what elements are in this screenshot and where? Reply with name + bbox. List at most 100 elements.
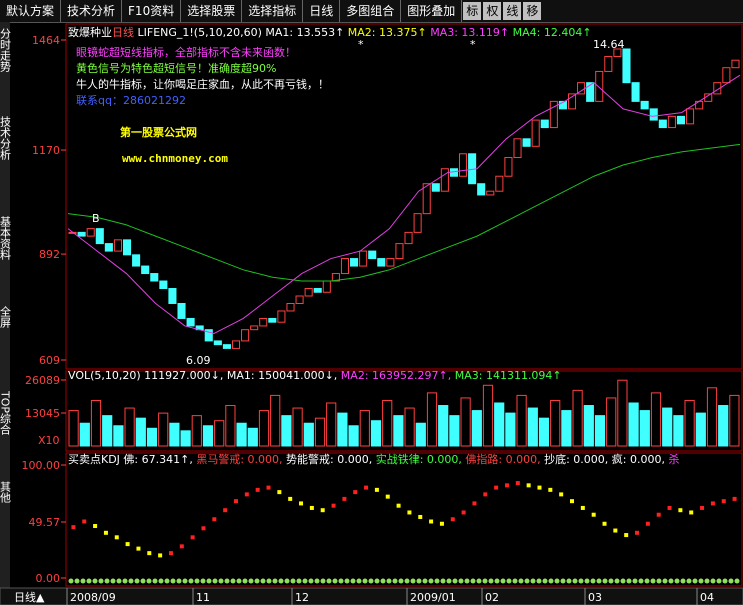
baseline-dot [230,578,236,584]
baseline-dot [140,578,146,584]
volume-bar [729,394,740,447]
candle [268,317,277,323]
candle [159,280,168,290]
toolbar: 默认方案 技术分析 F10资料 选择股票 选择指标 日线 多图组合 图形叠加标权线移 [0,0,743,23]
toolbar-button[interactable]: 选择指标 [242,0,304,22]
candle [722,67,731,84]
header-item: MA1: 13.553↑ [262,26,344,39]
toolbar-small-button[interactable]: 权 [483,2,502,20]
kdj-point [624,533,629,538]
baseline-dot [584,578,590,584]
toolbar-small-button[interactable]: 线 [503,2,522,20]
baseline-dot [326,578,332,584]
baseline-dot [470,578,476,584]
volume-bar [617,379,628,447]
baseline-dot [200,578,206,584]
sidebar-tab: 其他 [0,481,12,503]
candle [213,340,222,346]
toolbar-button[interactable]: 技术分析 [61,0,123,22]
baseline-dot [224,578,230,584]
kdj-point [364,485,369,490]
candle [377,258,386,267]
volume-bar [572,389,583,447]
volume-bar [550,399,561,447]
volume-bar [706,387,718,447]
kdj-point [179,544,184,549]
candle [631,82,640,102]
y-tick-label: 100.00 [22,459,61,472]
volume-bar [326,402,337,447]
baseline-dot [476,578,482,584]
baseline-dot [98,578,104,584]
header-item: 日线 [112,25,134,39]
kdj-point [288,496,293,501]
baseline-dot [296,578,302,584]
baseline-dot [464,578,470,584]
kdj-point [147,551,152,556]
kdj-point [591,512,596,517]
candle [431,183,440,192]
baseline-dot [332,578,338,584]
kdj-point [537,485,542,490]
header-item: 疯: 0.000, [608,452,665,466]
kdj-point [548,487,553,492]
annotation: 牛人的牛指标，让你喝足庄家血，从此不再亏钱，！ [76,77,329,91]
candle [676,115,686,125]
panel-header: 致爆种业日线 LIFENG_1!(5,10,20,60) MA1: 13.553… [68,25,592,39]
buy-mark: B [92,212,100,225]
baseline-dot [134,578,140,584]
toolbar-small-button[interactable]: 移 [523,2,542,20]
baseline-dot [692,578,698,584]
candle [186,317,195,327]
kdj-point [71,525,76,530]
candle [350,258,359,267]
header-item: MA1: 150041.000↓, [223,369,337,382]
baseline-dot [260,578,266,584]
candle [313,288,322,293]
toolbar-button[interactable]: 日线 [303,0,341,22]
volume-bar [124,407,135,447]
sidebar-tab: 全屏 [0,305,12,329]
kdj-point [168,551,173,556]
kdj-point [678,508,683,513]
candle [686,108,695,125]
candle [595,70,604,102]
header-item: 杀 [665,452,680,466]
baseline-dot [626,578,632,584]
baseline-dot [320,578,326,584]
baseline-dot [116,578,122,584]
volume-bar [202,425,214,447]
toolbar-button[interactable]: 图形叠加 [401,0,463,22]
volume-bar [135,417,146,447]
annotation: 联系qq：286021292 [76,94,186,107]
toolbar-button[interactable]: 选择股票 [181,0,243,22]
baseline-dot [74,578,80,584]
header-item: MA2: 163952.297↑, [337,369,451,382]
baseline-dot [434,578,440,584]
volume-bar [314,417,326,447]
kdj-point [255,487,260,492]
baseline-dot [500,578,506,584]
baseline-dot [440,578,446,584]
kdj-point [483,492,488,497]
baseline-dot [146,578,152,584]
candle [359,250,368,267]
baseline-dot [422,578,428,584]
baseline-dot [482,578,488,584]
volume-bar [482,384,494,447]
baseline-dot [194,578,200,584]
toolbar-small-button[interactable]: 标 [463,2,482,20]
toolbar-button[interactable]: 默认方案 [0,0,62,22]
toolbar-button[interactable]: F10资料 [122,0,182,22]
candle [549,100,558,129]
baseline-dot [164,578,170,584]
baseline-dot [80,578,86,584]
toolbar-button[interactable]: 多图组合 [340,0,402,22]
kdj-point [385,494,390,499]
volume-bar [650,392,662,447]
kdj-point [515,481,520,486]
candle [304,288,313,297]
baseline-dot [722,578,728,584]
volume-bar [606,397,617,447]
volume-bar [180,430,191,447]
